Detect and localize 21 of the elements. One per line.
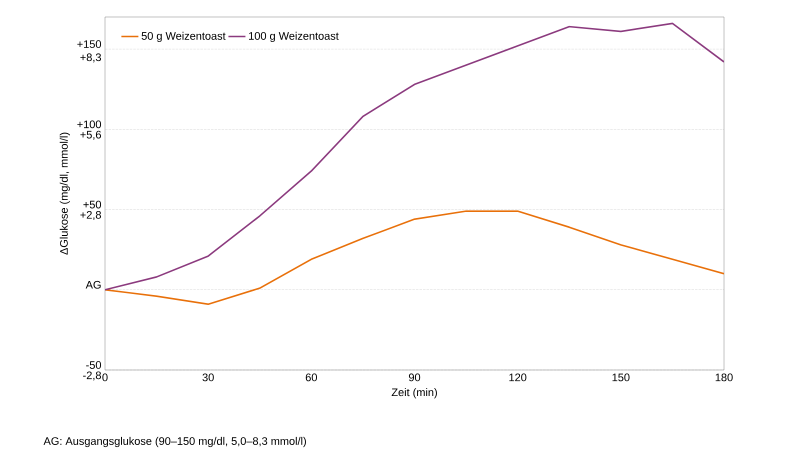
y2-tick-label: +5,6 [80, 130, 101, 140]
x-tick-label: 150 [612, 374, 630, 382]
x-tick-label: 180 [716, 374, 733, 382]
y-tick-label: AG [86, 280, 101, 289]
y-tick-label: +150 [77, 40, 102, 48]
y-tick-label: -50 [86, 361, 102, 369]
y-tick-label: +100 [77, 120, 102, 128]
legend-label: 50 g Weizentoast [142, 32, 226, 42]
x-tick-label: 90 [408, 374, 420, 382]
y2-tick-label: +2,8 [80, 211, 101, 220]
y2-tick-label: -2,8 [83, 371, 101, 381]
y-tick-label: +50 [83, 200, 102, 208]
x-tick-label: 120 [509, 374, 526, 382]
x-tick-label: 60 [306, 374, 317, 382]
x-axis-title: Zeit (min) [392, 388, 437, 398]
x-tick-label: 0 [102, 374, 108, 382]
legend-label: 100 g Weizentoast [249, 32, 339, 42]
text: AG: Ausgangsglukose (90–150 mg/dl, 5,0–8,3 mmol/l) [44, 436, 306, 448]
x-tick-label: 30 [202, 374, 214, 382]
y2-tick-label: +8,3 [80, 53, 101, 62]
y-axis-title: ΔGlukose (mg/dl, mmol/l) [60, 132, 70, 255]
